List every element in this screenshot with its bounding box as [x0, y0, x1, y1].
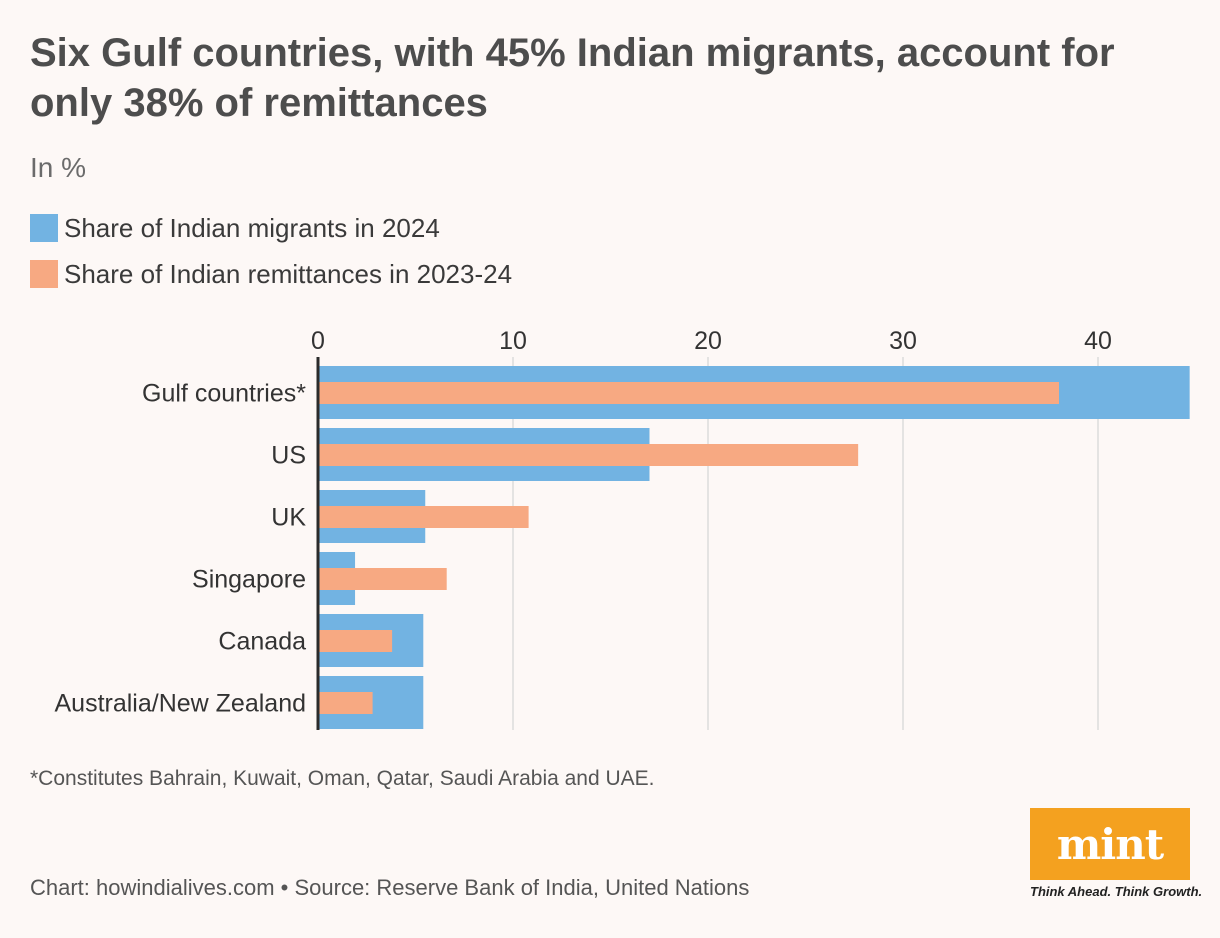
x-tick-label-20: 20 [694, 327, 722, 355]
chart-title: Six Gulf countries, with 45% Indian migr… [30, 31, 1115, 125]
x-tick-label-30: 30 [889, 327, 917, 355]
x-tick-label-10: 10 [499, 327, 527, 355]
logo-tagline: Think Ahead. Think Growth. [1030, 884, 1203, 899]
legend-swatch-migrants [30, 214, 58, 242]
legend-item-migrants: Share of Indian migrants in 2024 [30, 210, 512, 246]
source-credit: Chart: howindialives.com • Source: Reser… [30, 875, 750, 900]
mint-logo: mint [1030, 808, 1190, 880]
category-label-canada: Canada [218, 628, 306, 656]
category-label-singapore: Singapore [192, 566, 306, 594]
legend: Share of Indian migrants in 2024 Share o… [30, 210, 512, 302]
bar-remittances-us [318, 444, 859, 466]
bar-remittances-singapore [318, 568, 447, 590]
x-tick-label-40: 40 [1084, 327, 1112, 355]
x-tick-label-0: 0 [311, 327, 325, 355]
bar-chart: 0 10 20 30 40 Gulf countries* US UK Singapore Can… [54, 327, 1190, 730]
bar-remittances-uk [318, 506, 529, 528]
legend-item-remittances: Share of Indian remittances in 2023-24 [30, 256, 512, 292]
category-label-australia-new-zealand: Australia/New Zealand [54, 690, 306, 718]
bar-remittances-australia-new-zealand [318, 692, 373, 714]
category-label-gulf-countries: Gulf countries* [142, 380, 306, 408]
category-label-uk: UK [271, 504, 306, 532]
footnote: *Constitutes Bahrain, Kuwait, Oman, Qata… [30, 767, 655, 790]
legend-label-migrants: Share of Indian migrants in 2024 [64, 212, 440, 243]
category-label-us: US [271, 442, 306, 470]
legend-swatch-remittances [30, 260, 58, 288]
legend-label-remittances: Share of Indian remittances in 2023-24 [64, 258, 513, 289]
bar-remittances-canada [318, 630, 393, 652]
bar-remittances-gulf-countries [318, 382, 1059, 404]
chart-subtitle: In % [30, 152, 87, 183]
